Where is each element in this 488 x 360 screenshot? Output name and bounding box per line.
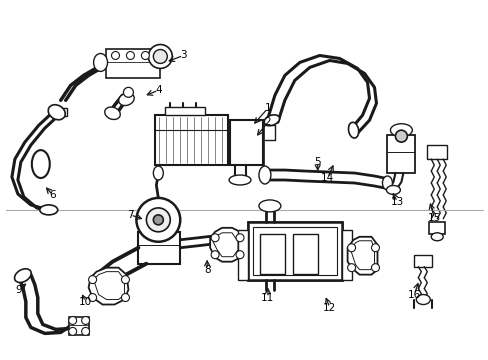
Circle shape [88,276,96,284]
Circle shape [126,51,134,59]
Ellipse shape [389,124,411,137]
Ellipse shape [415,294,429,305]
Circle shape [236,234,244,242]
Ellipse shape [48,105,65,120]
Ellipse shape [259,200,280,212]
Text: 6: 6 [49,190,56,200]
Text: 11: 11 [261,293,274,302]
Text: 13: 13 [390,197,403,207]
Ellipse shape [93,54,107,71]
Text: 1: 1 [264,103,271,113]
Text: 5: 5 [314,157,321,167]
Polygon shape [210,228,243,262]
Bar [240,120,244,165]
Ellipse shape [153,166,163,180]
Ellipse shape [264,115,279,126]
Circle shape [395,130,407,142]
Text: 12: 12 [323,302,336,312]
Bar [138,232,180,264]
Bar [229,120,263,165]
Ellipse shape [32,150,50,178]
Circle shape [371,264,379,272]
Bar [260,234,285,274]
Polygon shape [213,233,238,257]
Ellipse shape [386,185,400,194]
Ellipse shape [228,175,250,185]
Bar [68,318,88,336]
Bar [165,107,205,115]
Bar [386,135,414,173]
Bar [413,255,431,267]
Circle shape [123,87,133,97]
Circle shape [236,251,244,259]
Text: 16: 16 [407,289,420,300]
Ellipse shape [104,107,120,120]
Circle shape [347,244,355,252]
Ellipse shape [15,269,31,283]
Circle shape [211,251,219,259]
Circle shape [153,215,163,225]
Text: 15: 15 [427,213,440,223]
Circle shape [141,51,149,59]
Ellipse shape [430,233,442,241]
Bar [55,108,66,116]
Bar [427,145,447,159]
Polygon shape [350,241,374,270]
Bar [244,120,248,165]
Bar [235,120,239,165]
Polygon shape [347,237,377,275]
Circle shape [68,328,77,336]
Bar [247,222,341,280]
Ellipse shape [40,205,58,215]
Circle shape [68,316,77,324]
Circle shape [136,198,180,242]
Circle shape [121,293,129,302]
Bar [155,115,227,165]
Bar [238,230,247,280]
Ellipse shape [348,122,358,138]
Bar [247,222,341,280]
Bar [105,49,160,78]
Text: 10: 10 [79,297,92,306]
Circle shape [81,316,89,324]
Circle shape [211,234,219,242]
Bar [341,230,351,280]
Circle shape [121,276,129,284]
Polygon shape [88,268,128,305]
Text: 4: 4 [155,85,162,95]
Text: 7: 7 [127,210,134,220]
Bar [428,222,444,234]
Bar [254,120,259,165]
Circle shape [88,293,96,302]
Circle shape [81,328,89,336]
Bar [229,120,234,165]
Circle shape [347,264,355,272]
Text: 2: 2 [264,117,271,127]
Text: 8: 8 [203,265,210,275]
Text: 14: 14 [321,173,334,183]
Polygon shape [93,272,124,300]
Ellipse shape [259,166,270,184]
Bar [260,120,264,165]
Ellipse shape [119,93,134,105]
Circle shape [153,50,167,63]
Text: 3: 3 [180,50,186,60]
Circle shape [146,208,170,232]
Circle shape [371,244,379,252]
Text: 9: 9 [16,284,22,294]
Bar [252,227,336,275]
Ellipse shape [382,176,392,190]
Bar [249,120,253,165]
Circle shape [148,45,172,68]
Bar [292,234,317,274]
Circle shape [111,51,119,59]
